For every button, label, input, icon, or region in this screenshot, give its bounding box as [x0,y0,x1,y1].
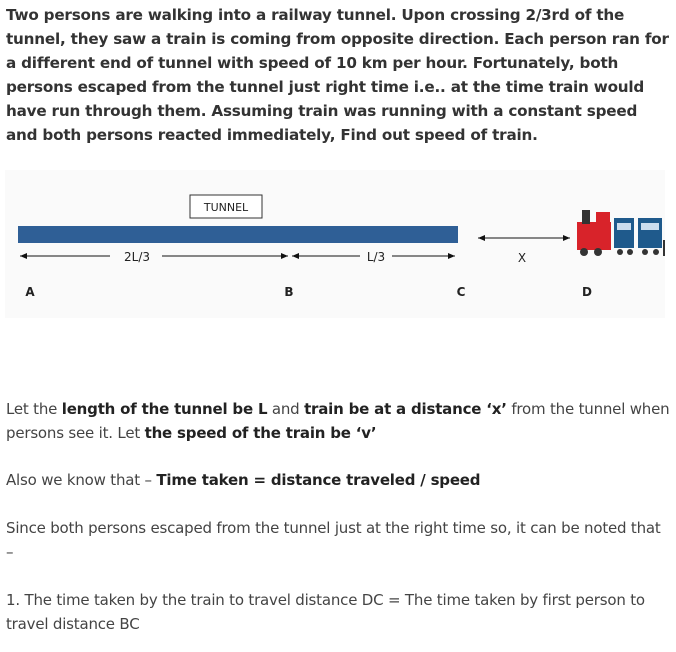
text: Let the [6,400,62,418]
paragraph: 1. The time taken by the train to travel… [6,588,670,636]
paragraph: Let the length of the tunnel be L and tr… [6,397,670,445]
text: 1. The time taken by the train to travel… [6,591,645,633]
text: Also we know that – [6,471,157,489]
segment-label: 2L/3 [124,250,150,264]
tunnel-label: TUNNEL [203,201,249,214]
text: Time taken = distance traveled / speed [156,471,481,489]
text: and [267,400,305,418]
tunnel [18,226,458,243]
text: length of the tunnel be L [61,400,268,418]
paragraph: Since both persons escaped from the tunn… [6,516,670,564]
point-label: A [25,285,35,299]
text: the speed of the train be ‘v’ [144,424,377,442]
question: Two persons are walking into a railway t… [6,6,669,144]
figure-bg [5,170,665,318]
paragraph: Also we know that – Time taken = distanc… [6,468,670,492]
train [577,210,665,256]
point-label: B [284,285,293,299]
gap-label: X [518,251,526,265]
text: from the tunnel when persons see it. Let [6,400,670,442]
point-label: C [457,285,466,299]
figure: TUNNEL 2L/3 L/3 X A B C D [5,170,665,318]
segment-label: L/3 [367,250,385,264]
point-label: D [582,285,592,299]
text: Since both persons escaped from the tunn… [6,519,661,561]
tunnel-label-box [189,194,263,219]
text: train be at a distance ‘x’ [304,400,507,418]
